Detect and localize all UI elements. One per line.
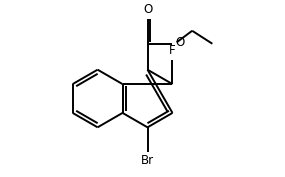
- Text: Br: Br: [141, 154, 154, 167]
- Text: F: F: [169, 44, 176, 57]
- Text: O: O: [143, 3, 152, 16]
- Text: O: O: [175, 36, 184, 49]
